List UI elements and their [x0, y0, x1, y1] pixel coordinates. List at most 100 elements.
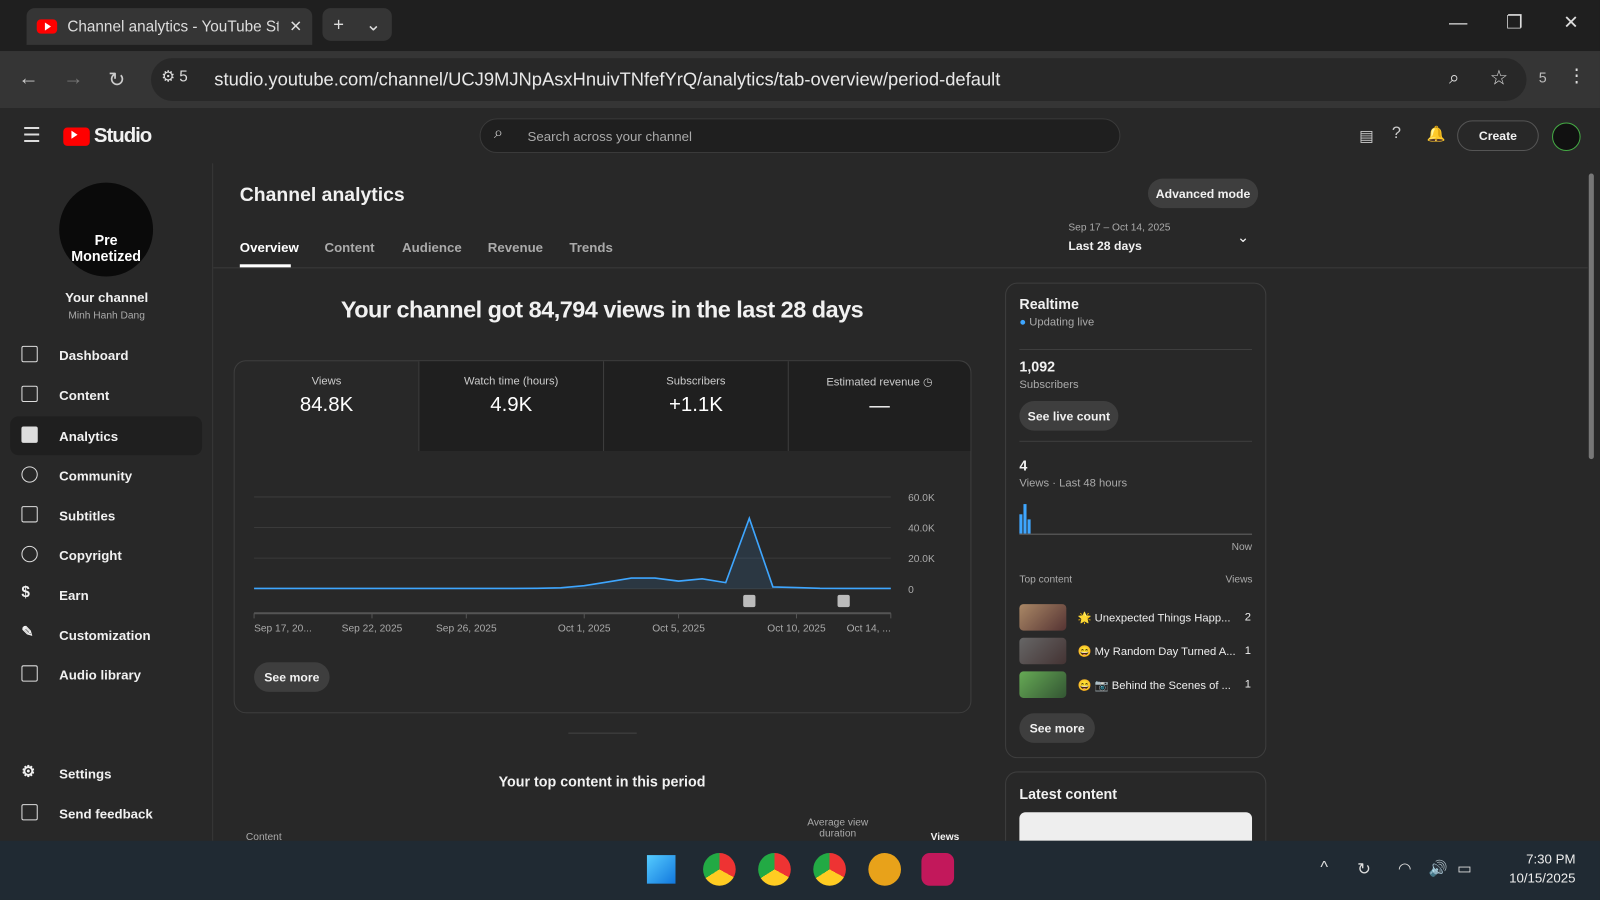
series-line	[254, 515, 891, 590]
latest-content-title: Latest content	[1019, 785, 1118, 803]
chrome-icon[interactable]	[703, 853, 736, 886]
chevron-down-icon: ⌄	[1236, 228, 1249, 245]
metric-views[interactable]: Views 84.8K	[299, 375, 354, 417]
browser-tab[interactable]: Channel analytics - YouTube Stu ✕	[26, 8, 313, 45]
realtime-bar	[1023, 504, 1027, 534]
create-button[interactable]: Create	[1457, 120, 1539, 152]
new-tab-button[interactable]: + ⌄	[322, 8, 392, 41]
hamburger-icon[interactable]: ☰	[22, 124, 41, 147]
close-window-icon[interactable]: ✕	[1563, 12, 1579, 33]
see-live-count-button[interactable]: See live count	[1019, 401, 1119, 431]
channel-avatar[interactable]: Pre Monetized	[59, 182, 154, 277]
now-label: Now	[1231, 541, 1253, 554]
sidebar-item-dashboard[interactable]: Dashboard	[10, 336, 202, 375]
help-icon[interactable]: ?	[1391, 124, 1401, 142]
subs-label: Subscribers	[1019, 378, 1079, 391]
extension-badge[interactable]: 5	[1538, 69, 1547, 86]
x-tick-label: Oct 14, ...	[847, 624, 891, 635]
chevron-down-icon[interactable]: ⌄	[365, 13, 382, 35]
sidebar-item-send-feedback[interactable]: Send feedback	[10, 794, 202, 833]
date-range-picker[interactable]: Sep 17 – Oct 14, 2025 Last 28 days ⌄	[1068, 222, 1249, 254]
back-icon[interactable]: ←	[18, 67, 39, 90]
battery-icon[interactable]: ▭	[1457, 860, 1472, 878]
channel-label: Your channel	[65, 289, 149, 306]
latest-content-thumbnail[interactable]	[1019, 812, 1253, 841]
volume-icon[interactable]: 🔊	[1428, 860, 1448, 878]
studio-logo[interactable]: Studio	[63, 124, 152, 147]
x-tick-label: Sep 17, 20...	[254, 624, 312, 635]
tabs-divider	[213, 267, 1588, 269]
realtime-see-more-button[interactable]: See more	[1019, 713, 1095, 743]
subtitles-icon	[21, 506, 38, 523]
tab-overview[interactable]: Overview	[239, 239, 299, 256]
views-chart[interactable]: 60.0K 40.0K 20.0K 0 Sep 17, 20... Sep 22, 202…	[235, 480, 949, 643]
metric-watch-time[interactable]: Watch time (hours) 4.9K	[418, 361, 603, 452]
y-tick-label: 40.0K	[908, 524, 935, 535]
notifications-icon[interactable]: 🔔	[1426, 125, 1446, 143]
site-info-button[interactable]: ⚙ 5	[161, 68, 188, 86]
restore-icon[interactable]: ❐	[1506, 12, 1523, 33]
x-tick-label: Oct 10, 2025	[767, 624, 826, 635]
forward-icon[interactable]: →	[63, 67, 84, 90]
tray-chevron-up-icon[interactable]: ^	[1320, 859, 1329, 877]
video-thumbnail[interactable]	[1019, 604, 1067, 631]
page-title: Channel analytics	[239, 184, 405, 207]
sidebar-item-settings[interactable]: ⚙ Settings	[21, 763, 112, 782]
sidebar-item-customization[interactable]: ✎ Customization	[21, 623, 151, 643]
top-content-label: Top content	[1019, 574, 1073, 586]
sidebar-item-content[interactable]: Content	[10, 376, 202, 415]
sync-icon[interactable]: ↻	[1357, 861, 1371, 879]
top-content-item[interactable]: 😄 My Random Day Turned A... 1	[1077, 644, 1252, 659]
sidebar-item-analytics[interactable]: Analytics	[10, 416, 203, 456]
plus-icon[interactable]: +	[333, 13, 344, 35]
y-tick-label: 60.0K	[908, 493, 935, 504]
windows-start-icon[interactable]	[646, 855, 676, 884]
sidebar-item-community[interactable]: Community	[10, 456, 202, 495]
chrome-icon[interactable]	[813, 853, 846, 886]
tab-audience[interactable]: Audience	[402, 239, 462, 256]
top-content-item[interactable]: 😄 📷 Behind the Scenes of ... 1	[1077, 678, 1252, 692]
advanced-mode-button[interactable]: Advanced mode	[1147, 178, 1259, 209]
community-icon	[21, 466, 38, 483]
tab-trends[interactable]: Trends	[569, 239, 613, 256]
url-input[interactable]: studio.youtube.com/channel/UCJ9MJNpAsxHn…	[151, 58, 1527, 102]
scrollbar[interactable]	[1588, 173, 1594, 460]
audio-library-icon	[21, 665, 38, 682]
video-count-marker	[837, 594, 850, 608]
account-avatar[interactable]	[1552, 122, 1581, 152]
see-more-button[interactable]: See more	[254, 662, 330, 692]
metric-estimated-revenue[interactable]: Estimated revenue ◷ —	[787, 361, 971, 452]
wifi-icon[interactable]: ◠	[1397, 860, 1412, 878]
reload-icon[interactable]: ↻	[108, 69, 126, 92]
metric-subscribers[interactable]: Subscribers +1.1K	[603, 361, 788, 452]
close-tab-icon[interactable]: ✕	[289, 18, 303, 36]
zoom-icon[interactable]: ⌕	[1448, 67, 1460, 88]
tab-revenue[interactable]: Revenue	[487, 239, 544, 256]
video-thumbnail[interactable]	[1019, 637, 1067, 665]
content-icon	[21, 385, 38, 403]
taskbar	[0, 840, 1600, 900]
area-fill	[254, 518, 891, 589]
sidebar-item-copyright[interactable]: Copyright	[10, 536, 202, 575]
menu-icon[interactable]: ⋮	[1567, 65, 1586, 86]
app-icon[interactable]	[868, 853, 902, 886]
sidebar-item-subtitles[interactable]: Subtitles	[10, 496, 202, 535]
realtime-bar	[1027, 519, 1031, 534]
video-thumbnail[interactable]	[1019, 671, 1067, 698]
tab-content[interactable]: Content	[324, 239, 375, 256]
bookmark-star-icon[interactable]: ☆	[1489, 67, 1509, 90]
messages-icon[interactable]: ▤	[1359, 127, 1374, 145]
top-content-item[interactable]: 🌟 Unexpected Things Happ... 2	[1077, 611, 1252, 625]
col-content: Content	[245, 831, 282, 843]
sidebar-item-earn[interactable]: $ Earn	[21, 583, 89, 603]
views-label: Views · Last 48 hours	[1019, 477, 1128, 490]
chrome-icon[interactable]	[758, 853, 791, 886]
feedback-icon	[21, 804, 38, 821]
x-tick-label: Sep 22, 2025	[342, 624, 403, 635]
active-app-icon[interactable]	[921, 853, 955, 886]
divider	[1019, 440, 1253, 442]
sidebar-item-audio-library[interactable]: Audio library	[10, 655, 202, 694]
search-input[interactable]: Search across your channel	[479, 118, 1121, 154]
minimize-icon[interactable]: —	[1448, 12, 1468, 33]
clock[interactable]: 7:30 PM 10/15/2025	[1509, 851, 1576, 886]
